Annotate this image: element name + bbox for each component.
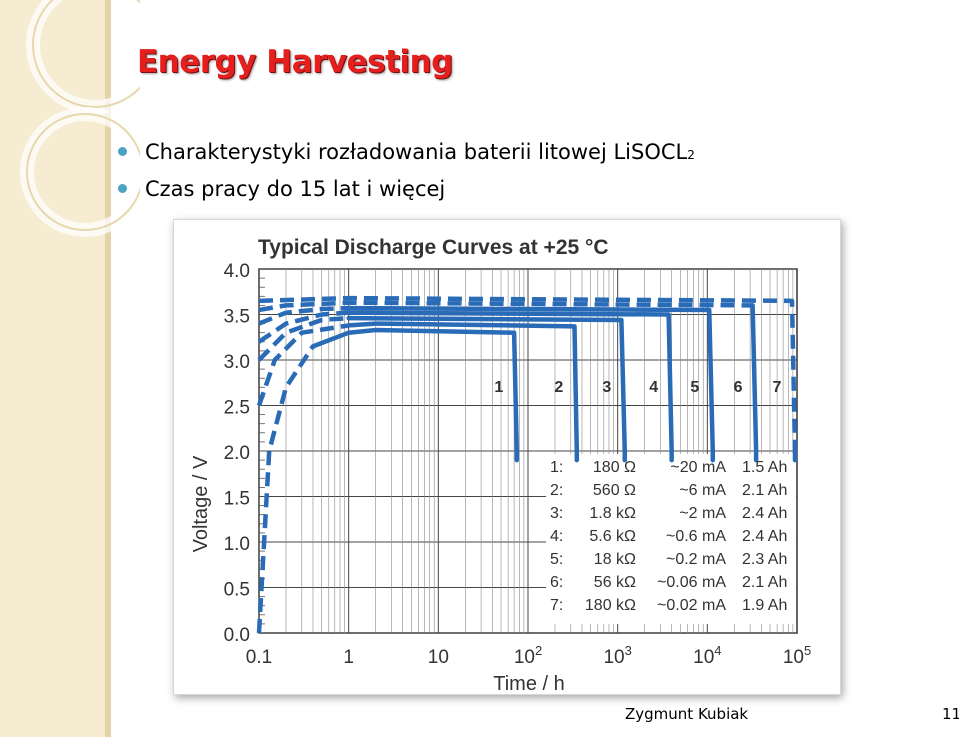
series-5-line: [346, 305, 716, 463]
bullet-dot-icon: [118, 147, 127, 156]
legend-capacity: 2.4 Ah: [742, 505, 787, 522]
decorative-circles: [20, 0, 140, 237]
legend-resistance: 18 kΩ: [594, 551, 636, 568]
x-tick-exponent: 3: [625, 643, 632, 658]
y-tick-label: 1.5: [224, 489, 250, 510]
legend-resistance: 1.8 kΩ: [589, 505, 636, 522]
series-1-line: [310, 327, 520, 463]
legend-capacity: 1.9 Ah: [742, 597, 787, 614]
series-3-line: [346, 315, 628, 463]
series-2-rise: [256, 323, 350, 407]
y-tick-label: 1.0: [224, 534, 250, 555]
bullet-subscript: 2: [687, 148, 695, 162]
series-number-label: 2: [554, 379, 563, 396]
y-tick-label: 3.0: [224, 352, 250, 373]
series-number-label: 6: [734, 379, 743, 396]
x-tick-label: 102: [514, 643, 542, 668]
x-tick-exponent: 4: [714, 643, 721, 658]
x-tick-exponent: 2: [535, 643, 542, 658]
legend-resistance: 56 kΩ: [594, 574, 636, 591]
x-tick-label: 103: [603, 643, 631, 668]
bullet-item: Charakterystyki rozładowania baterii lit…: [118, 137, 695, 174]
chart-svg: Typical Discharge Curves at +25 °C Volta…: [190, 236, 811, 694]
legend-current: ~0.02 mA: [657, 597, 726, 614]
x-tick-exponent: 5: [804, 643, 811, 658]
legend-current: ~20 mA: [670, 459, 726, 476]
footer-author: Zygmunt Kubiak: [625, 705, 749, 723]
legend-series-number: 6:: [550, 574, 563, 591]
legend-current: ~0.06 mA: [657, 574, 726, 591]
series-5-rise: [258, 305, 349, 326]
legend-capacity: 1.5 Ah: [742, 459, 787, 476]
series-6-rise: [258, 300, 753, 313]
legend-capacity: 2.4 Ah: [742, 528, 787, 545]
y-tick-label: 4.0: [224, 261, 250, 282]
y-tick-label: 3.5: [224, 307, 250, 328]
series-number-label: 5: [690, 379, 699, 396]
series-number-label: 3: [602, 379, 611, 396]
legend-panel: [546, 454, 796, 624]
y-tick-label: 2.5: [224, 398, 250, 419]
slide-title: Energy Harvesting: [137, 44, 453, 80]
bullet-text: Czas pracy do 15 lat i więcej: [145, 177, 446, 201]
legend-resistance: 560 Ω: [593, 482, 636, 499]
x-tick-label: 10: [428, 647, 449, 668]
legend-resistance: 180 Ω: [593, 459, 636, 476]
x-axis-label: Time / h: [493, 673, 565, 694]
y-tick-label: 0.5: [224, 580, 250, 601]
band-edge: [105, 0, 111, 737]
legend-current: ~6 mA: [679, 482, 726, 499]
bullet-dot-icon: [118, 184, 127, 193]
legend-series-number: 2:: [550, 482, 563, 499]
series-number-label: 1: [494, 379, 503, 396]
series-6-line: [750, 303, 759, 463]
page-number: 11: [942, 705, 959, 723]
series-number-label: 7: [773, 379, 782, 396]
legend-series-number: 3:: [550, 505, 563, 522]
legend-capacity: 2.3 Ah: [742, 551, 787, 568]
chart-title: Typical Discharge Curves at +25 °C: [258, 236, 609, 259]
x-tick-label: 1: [343, 647, 354, 668]
legend-series-number: 5:: [550, 551, 563, 568]
x-tick-label: 105: [783, 643, 811, 668]
y-tick-label: 2.0: [224, 443, 250, 464]
bullet-item: Czas pracy do 15 lat i więcej: [118, 174, 695, 211]
series-3-rise: [257, 315, 349, 362]
legend-series-number: 7:: [550, 597, 563, 614]
x-tick-label: 0.1: [246, 647, 272, 668]
y-axis-label: Voltage / V: [190, 455, 212, 552]
x-tick-label: 104: [693, 643, 721, 668]
y-tick-label: 0.0: [224, 625, 250, 646]
series-1-rise: [256, 345, 315, 634]
legend-current: ~2 mA: [679, 505, 726, 522]
series-7-rise: [258, 295, 798, 452]
series-2-line: [346, 321, 580, 463]
legend-series-number: 4:: [550, 528, 563, 545]
bullet-list: Charakterystyki rozładowania baterii lit…: [118, 137, 695, 211]
legend-current: ~0.2 mA: [666, 551, 726, 568]
legend-capacity: 2.1 Ah: [742, 574, 787, 591]
legend-series-number: 1:: [550, 459, 563, 476]
legend-resistance: 180 kΩ: [585, 597, 636, 614]
series-4-line: [346, 310, 674, 463]
series-number-label: 4: [649, 379, 658, 396]
legend-capacity: 2.1 Ah: [742, 482, 787, 499]
legend-current: ~0.6 mA: [666, 528, 726, 545]
discharge-chart: Typical Discharge Curves at +25 °C Volta…: [173, 219, 841, 695]
legend-resistance: 5.6 kΩ: [589, 528, 636, 545]
bullet-text: Charakterystyki rozładowania baterii lit…: [145, 140, 688, 164]
series-4-rise: [257, 310, 349, 344]
